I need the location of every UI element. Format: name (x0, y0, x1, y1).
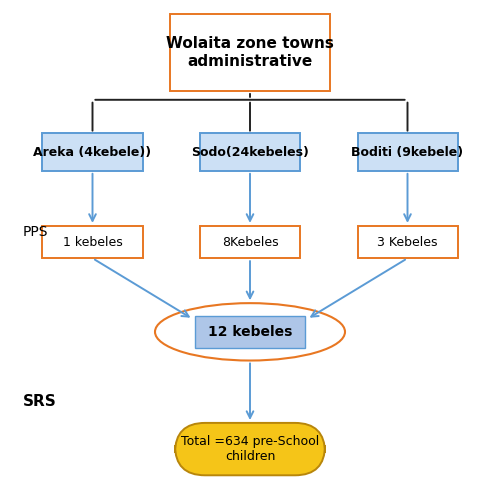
Text: 8Kebeles: 8Kebeles (222, 236, 278, 249)
Ellipse shape (155, 303, 345, 360)
FancyBboxPatch shape (175, 423, 325, 475)
FancyBboxPatch shape (200, 134, 300, 171)
Text: 12 kebeles: 12 kebeles (208, 325, 292, 339)
FancyBboxPatch shape (42, 226, 142, 258)
Text: Total =634 pre-School
children: Total =634 pre-School children (181, 435, 319, 463)
Text: Wolaita zone towns
administrative: Wolaita zone towns administrative (166, 36, 334, 68)
FancyBboxPatch shape (42, 134, 142, 171)
Text: Areka (4kebele)): Areka (4kebele)) (34, 146, 152, 159)
FancyBboxPatch shape (195, 316, 305, 348)
FancyBboxPatch shape (358, 226, 458, 258)
FancyBboxPatch shape (170, 13, 330, 91)
Text: SRS: SRS (22, 394, 56, 409)
Text: 3 Kebeles: 3 Kebeles (378, 236, 438, 249)
Text: Sodo(24kebeles): Sodo(24kebeles) (191, 146, 309, 159)
FancyBboxPatch shape (358, 134, 458, 171)
FancyBboxPatch shape (200, 226, 300, 258)
Text: PPS: PPS (22, 225, 48, 239)
Text: Boditi (9kebele): Boditi (9kebele) (352, 146, 464, 159)
Text: 1 kebeles: 1 kebeles (62, 236, 122, 249)
